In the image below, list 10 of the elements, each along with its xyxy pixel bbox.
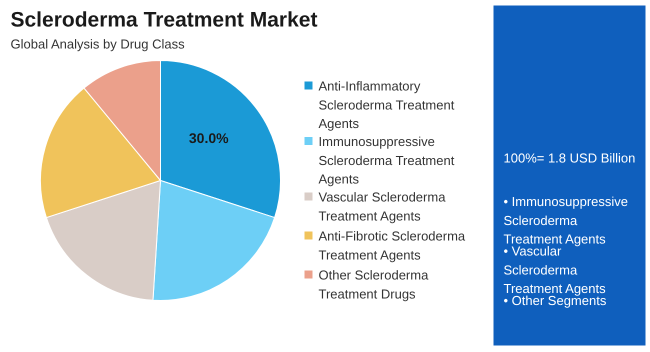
legend-label: Other Scleroderma Treatment Drugs [318, 268, 430, 302]
text: • Immunosuppressive Scleroderma Treatment Agents [504, 194, 628, 246]
legend-label: Anti-Fibrotic Scleroderma Treatment Agents [318, 228, 466, 262]
legend-label: Immunosuppressive Scleroderma Treatment Agents [318, 134, 455, 186]
legend-label: Vascular Scleroderma Treatment Agents [318, 190, 446, 224]
legend-label: Anti-Inflammatory Scleroderma Treatment Agents [318, 78, 455, 131]
text: 100%= 1.8 USD Billion [504, 150, 636, 166]
data-label: 30.0% [188, 130, 230, 146]
chart-title: Scleroderma Treatment Market [10, 8, 318, 32]
chart-subtitle: Global Analysis by Drug Class [10, 36, 186, 52]
